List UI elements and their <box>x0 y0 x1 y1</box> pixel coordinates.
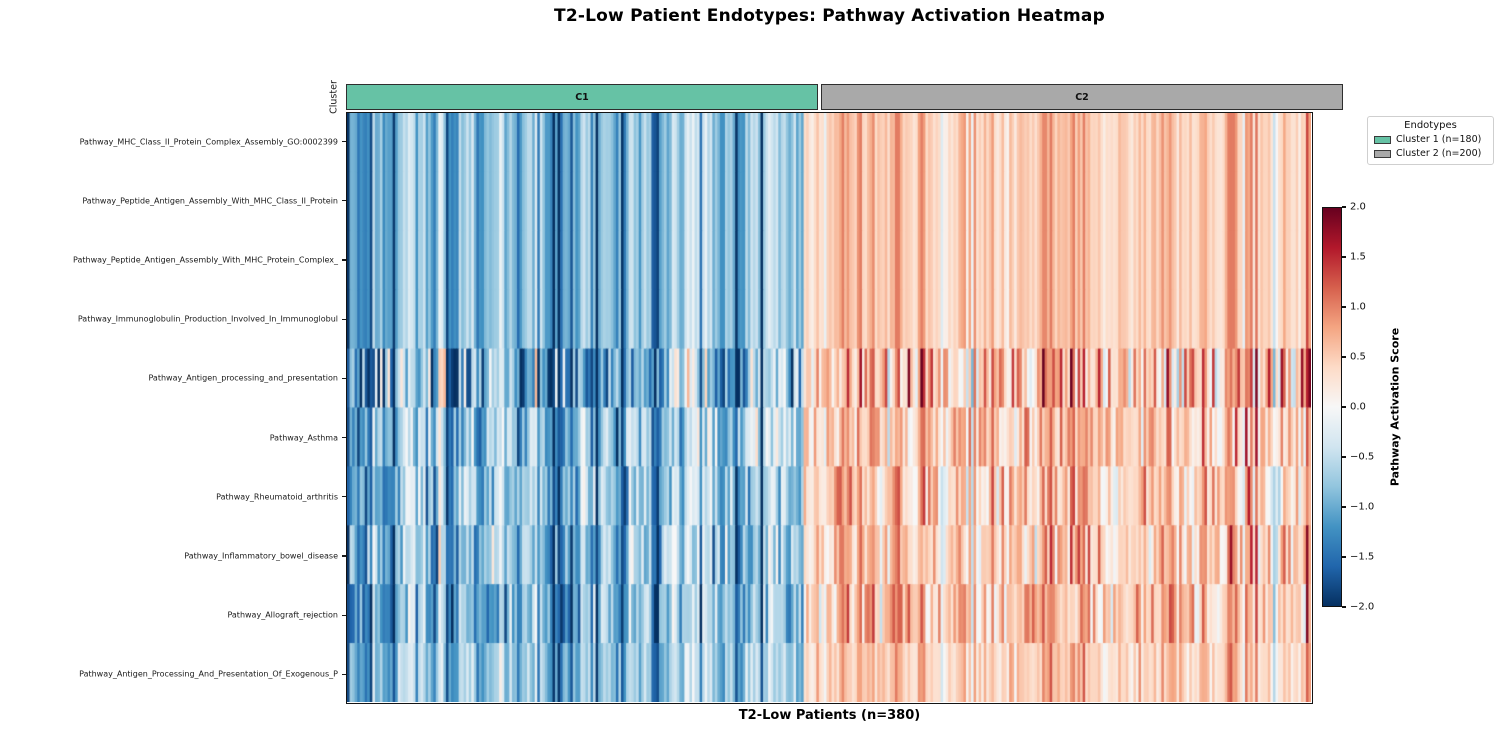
legend-title: Endotypes <box>1404 120 1457 131</box>
y-tick-label: Pathway_Immunoglobulin_Production_Involv… <box>77 314 338 324</box>
legend-item-cluster1: Cluster 1 (n=180) <box>1374 134 1487 145</box>
y-axis-labels: Pathway_MHC_Class_II_Protein_Complex_Ass… <box>0 112 338 704</box>
colorbar-gradient <box>1322 207 1342 607</box>
cluster-segment-c1-label: C1 <box>575 91 589 103</box>
colorbar-tick-mark <box>1342 556 1346 558</box>
y-tick-mark <box>342 614 346 616</box>
legend-item-cluster2-label: Cluster 2 (n=200) <box>1396 148 1482 159</box>
cluster-segment-c2-label: C2 <box>1075 91 1089 103</box>
cluster-segment-c1: C1 <box>346 84 818 110</box>
y-tick-mark <box>342 555 346 557</box>
y-tick-label: Pathway_Peptide_Antigen_Assembly_With_MH… <box>73 255 338 265</box>
colorbar-tick-mark <box>1342 206 1346 208</box>
legend-item-cluster1-label: Cluster 1 (n=180) <box>1396 134 1482 145</box>
colorbar-tick-mark <box>1342 306 1346 308</box>
y-tick-mark <box>342 437 346 439</box>
colorbar-tick-mark <box>1342 406 1346 408</box>
colorbar-tick-label: 1.5 <box>1350 251 1366 263</box>
y-tick-mark <box>342 377 346 379</box>
cluster1-swatch-icon <box>1374 135 1391 144</box>
colorbar-tick-label: −0.5 <box>1350 451 1375 463</box>
endotypes-legend: Endotypes Cluster 1 (n=180) Cluster 2 (n… <box>1367 116 1494 165</box>
y-tick-mark <box>342 496 346 498</box>
colorbar-tick-label: 1.0 <box>1350 301 1366 313</box>
chart-title: T2-Low Patient Endotypes: Pathway Activa… <box>554 6 1105 26</box>
colorbar-tick-label: −1.5 <box>1350 551 1375 563</box>
colorbar-tick-mark <box>1342 256 1346 258</box>
y-tick-label: Pathway_Antigen_Processing_And_Presentat… <box>79 669 338 679</box>
heatmap-plot-area <box>346 112 1313 704</box>
y-tick-mark <box>342 673 346 675</box>
colorbar-tick-label: −1.0 <box>1350 501 1375 513</box>
y-tick-label: Pathway_MHC_Class_II_Protein_Complex_Ass… <box>79 137 338 147</box>
y-tick-mark <box>342 200 346 202</box>
y-tick-label: Pathway_Inflammatory_bowel_disease <box>184 551 338 561</box>
y-tick-mark <box>342 318 346 320</box>
y-tick-label: Pathway_Allograft_rejection <box>227 610 338 620</box>
y-tick-label: Pathway_Rheumatoid_arthritis <box>216 492 338 502</box>
colorbar-tick-mark <box>1342 606 1346 608</box>
x-axis-label: T2-Low Patients (n=380) <box>738 708 921 723</box>
colorbar-tick-mark <box>1342 356 1346 358</box>
colorbar-tick-mark <box>1342 506 1346 508</box>
y-tick-label: Pathway_Antigen_processing_and_presentat… <box>148 373 338 383</box>
heatmap-canvas <box>347 113 1311 702</box>
colorbar-tick-label: 2.0 <box>1350 201 1366 213</box>
colorbar-tick-label: 0.5 <box>1350 351 1366 363</box>
y-tick-label: Pathway_Asthma <box>269 433 338 443</box>
colorbar-tick-label: −2.0 <box>1350 601 1375 613</box>
y-tick-mark <box>342 259 346 261</box>
cluster2-swatch-icon <box>1374 149 1391 158</box>
colorbar-label: Pathway Activation Score <box>1388 327 1402 487</box>
y-tick-mark <box>342 141 346 143</box>
y-tick-label: Pathway_Peptide_Antigen_Assembly_With_MH… <box>82 196 338 206</box>
colorbar-tick-label: 0.0 <box>1350 401 1366 413</box>
legend-item-cluster2: Cluster 2 (n=200) <box>1374 148 1487 159</box>
cluster-track-axis-label: Cluster <box>328 80 340 114</box>
cluster-segment-c2: C2 <box>821 84 1343 110</box>
colorbar-tick-mark <box>1342 456 1346 458</box>
